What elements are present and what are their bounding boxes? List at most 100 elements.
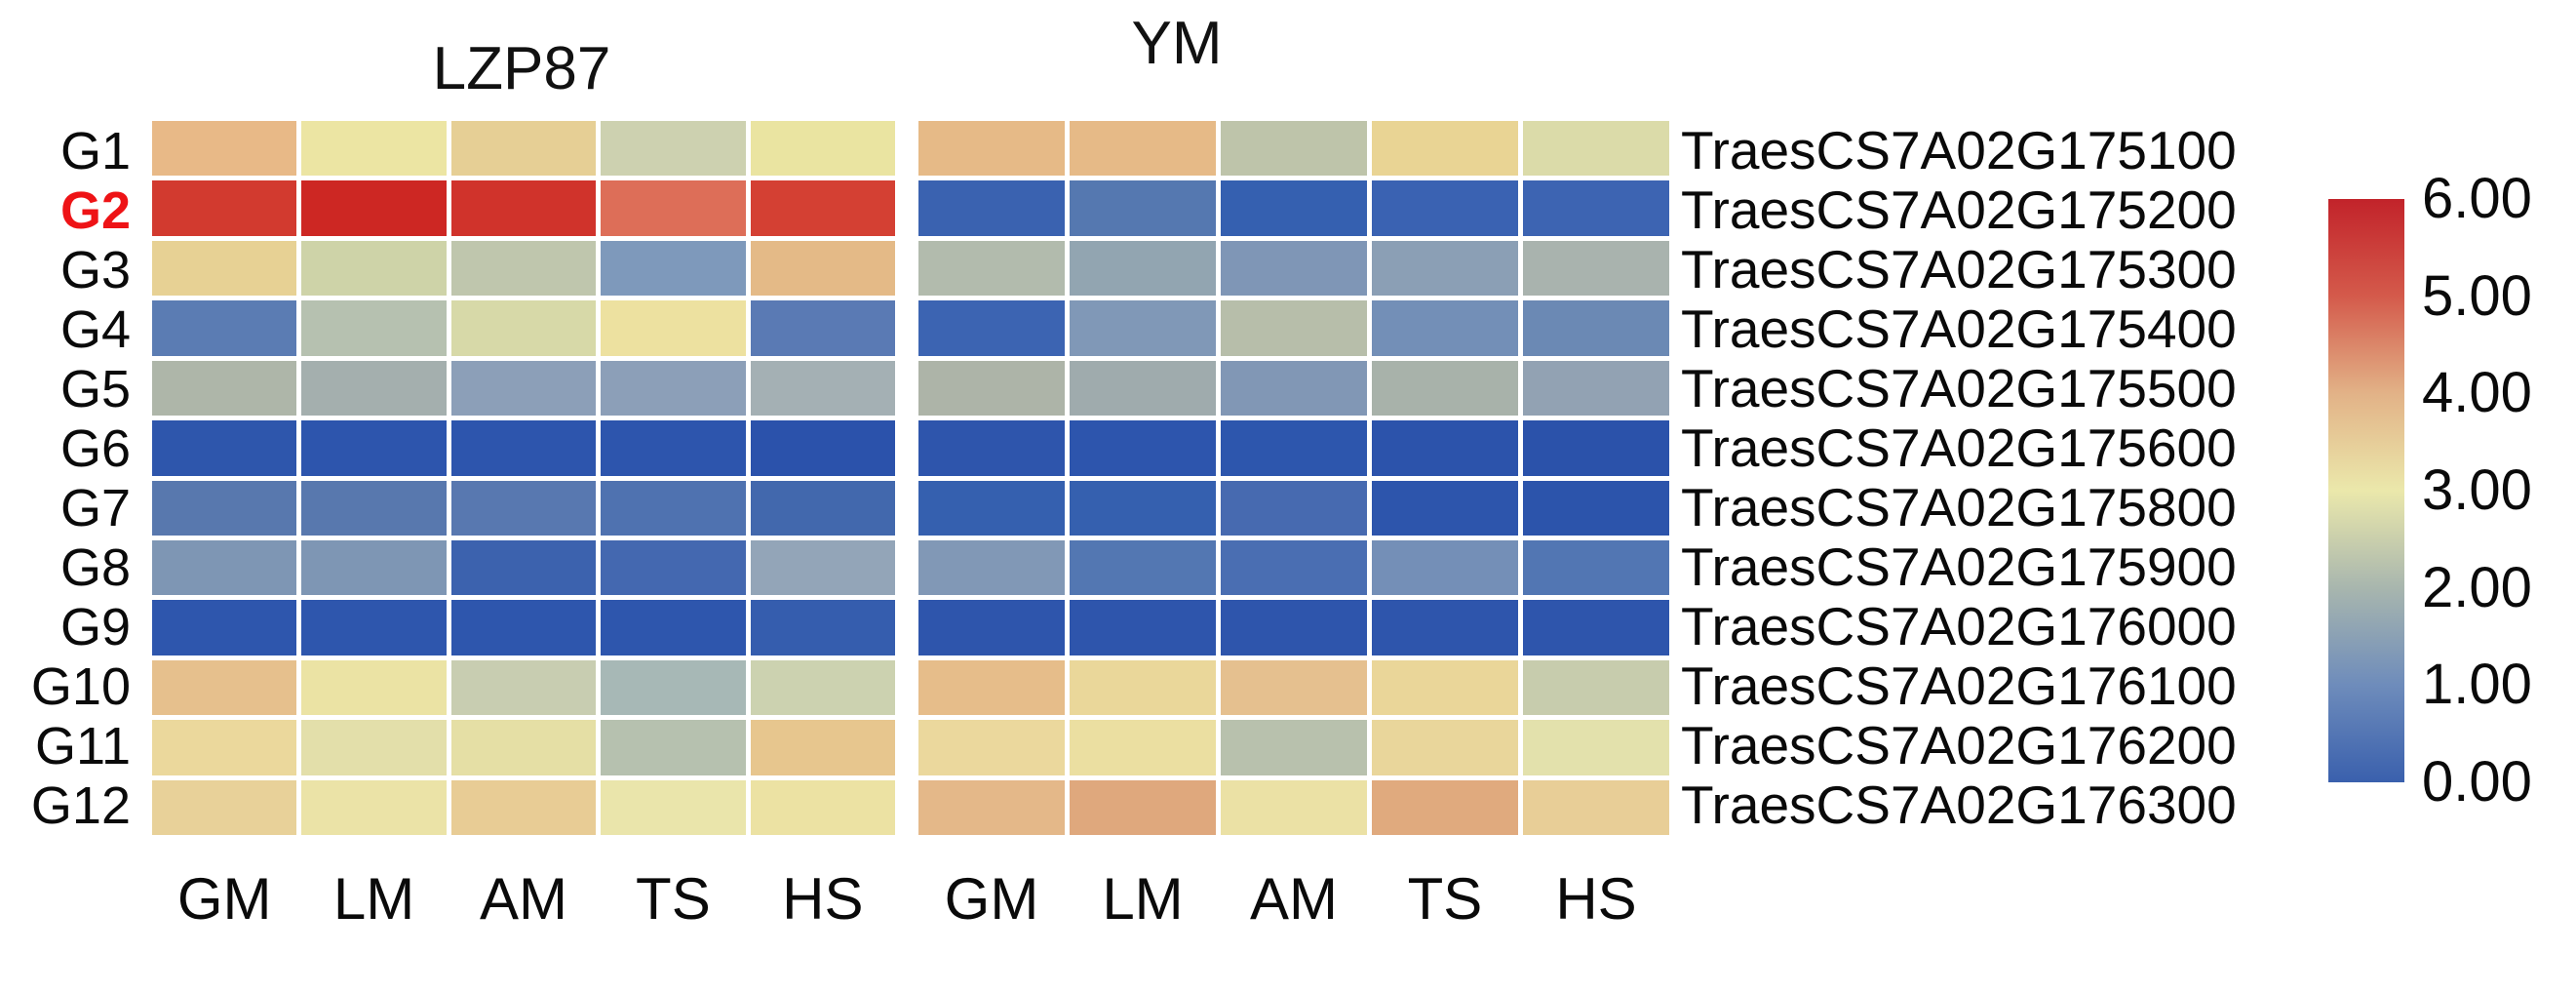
heatmap-cell-ym-g11-hs [1523,720,1669,775]
heatmap-cell-ym-g7-am [1221,480,1367,536]
heatmap-cell-ym-g9-hs [1523,600,1669,655]
heatmap-cell-lzp87-g5-lm [301,360,447,417]
heatmap-cell-lzp87-g1-am [450,121,597,177]
heatmap-cell-ym-g4-am [1221,300,1367,356]
colorbar-tick-1.00: 1.00 [2422,653,2532,717]
colorbar-tick-labels: 6.00 5.00 4.00 3.00 2.00 1.00 0.00 [2422,171,2574,811]
row-label-g6: G6 [59,418,131,478]
heatmap-cell-lzp87-g12-ts [601,779,746,835]
heatmap-cell-lzp87-g12-hs [750,779,895,835]
heatmap-cell-lzp87-g9-lm [301,600,447,655]
heatmap-cell-ym-g8-am [1221,539,1367,596]
heatmap-cell-lzp87-g4-hs [750,300,895,356]
heatmap-cell-lzp87-g11-am [450,720,597,775]
heatmap-cell-lzp87-g1-lm [301,121,447,177]
column-labels-ym: GM LM AM TS HS [918,862,1669,936]
colorbar-tick-5.00: 5.00 [2422,263,2532,328]
heatmap-cell-lzp87-g5-hs [750,360,895,417]
column-label-am: AM [1250,866,1338,932]
gene-label-traescs7a02g175100: TraesCS7A02G175100 [1681,120,2237,180]
heatmap-cell-lzp87-g2-hs [750,180,895,236]
heatmap-cell-lzp87-g4-gm [152,300,297,356]
heatmap-cell-lzp87-g11-hs [750,720,895,775]
heatmap-cell-ym-g3-gm [918,240,1065,297]
gene-labels: TraesCS7A02G175100 TraesCS7A02G175200 Trae… [1681,121,2344,835]
heatmap-cell-lzp87-g9-gm [152,600,297,655]
heatmap-cell-ym-g6-gm [918,420,1065,476]
heatmap-cell-lzp87-g7-gm [152,480,297,536]
heatmap-cell-ym-g11-gm [918,720,1065,775]
column-label-lm: LM [1102,866,1184,932]
gene-label-traescs7a02g175300: TraesCS7A02G175300 [1681,239,2237,299]
heatmap-cell-ym-g9-gm [918,600,1065,655]
heatmap-cell-ym-g2-lm [1070,180,1216,236]
heatmap-cell-ym-g2-hs [1523,180,1669,236]
heatmap-cell-lzp87-g10-am [450,659,597,716]
heatmap-cell-lzp87-g8-hs [750,539,895,596]
heatmap-cell-lzp87-g10-hs [750,659,895,716]
heatmap-cell-ym-g1-ts [1372,121,1518,177]
heatmap-cell-lzp87-g10-ts [601,659,746,716]
heatmap-cell-lzp87-g6-gm [152,420,297,476]
row-label-g11: G11 [34,716,131,775]
heatmap-cell-ym-g5-lm [1070,360,1216,417]
column-label-ts: TS [1407,866,1483,932]
heatmap-cell-ym-g4-ts [1372,300,1518,356]
heatmap-cell-lzp87-g1-gm [152,121,297,177]
heatmap-cell-lzp87-g2-am [450,180,597,236]
heatmap-cell-ym-g12-hs [1523,779,1669,835]
gene-label-traescs7a02g176300: TraesCS7A02G176300 [1681,775,2237,835]
heatmap-cell-ym-g6-hs [1523,420,1669,476]
row-label-g3: G3 [59,240,131,299]
heatmap-cell-lzp87-g7-hs [750,480,895,536]
heatmap-cell-ym-g6-am [1221,420,1367,476]
heatmap-grid-ym [918,121,1669,835]
heatmap-cell-ym-g2-gm [918,180,1065,236]
heatmap-cell-lzp87-g7-ts [601,480,746,536]
heatmap-cell-ym-g12-gm [918,779,1065,835]
gene-label-traescs7a02g175800: TraesCS7A02G175800 [1681,477,2237,537]
heatmap-cell-ym-g10-lm [1070,659,1216,716]
heatmap-cell-ym-g10-gm [918,659,1065,716]
heatmap-cell-ym-g3-lm [1070,240,1216,297]
column-label-ts: TS [636,866,711,932]
gene-label-traescs7a02g176100: TraesCS7A02G176100 [1681,655,2237,716]
heatmap-cell-lzp87-g10-lm [301,659,447,716]
heatmap-cell-ym-g9-ts [1372,600,1518,655]
heatmap-cell-ym-g3-hs [1523,240,1669,297]
heatmap-cell-lzp87-g6-am [450,420,597,476]
column-label-gm: GM [944,866,1039,932]
heatmap-cell-ym-g1-am [1221,121,1367,177]
heatmap-cell-lzp87-g7-lm [301,480,447,536]
heatmap-cell-ym-g1-lm [1070,121,1216,177]
heatmap-cell-lzp87-g8-ts [601,539,746,596]
heatmap-cell-lzp87-g2-lm [301,180,447,236]
row-labels: G1 G2 G3 G4 G5 G6 G7 G8 G9 G10 G11 G12 [0,121,138,835]
column-label-hs: HS [1555,866,1637,932]
column-label-gm: GM [176,866,272,932]
heatmap-cell-ym-g1-hs [1523,121,1669,177]
heatmap-cell-lzp87-g10-gm [152,659,297,716]
heatmap-cell-ym-g1-gm [918,121,1065,177]
heatmap-cell-lzp87-g11-ts [601,720,746,775]
row-label-g12: G12 [30,775,131,835]
gene-label-traescs7a02g175500: TraesCS7A02G175500 [1681,358,2237,418]
heatmap-cell-ym-g2-ts [1372,180,1518,236]
heatmap-cell-lzp87-g1-hs [750,121,895,177]
heatmap-cell-lzp87-g4-lm [301,300,447,356]
column-labels-lzp87: GM LM AM TS HS [152,862,895,936]
heatmap-cell-lzp87-g1-ts [601,121,746,177]
heatmap-cell-lzp87-g2-gm [152,180,297,236]
heatmap-cell-ym-g4-gm [918,300,1065,356]
heatmap-cell-lzp87-g3-am [450,240,597,297]
heatmap-cell-lzp87-g12-gm [152,779,297,835]
gene-label-traescs7a02g175200: TraesCS7A02G175200 [1681,179,2237,240]
row-label-g8: G8 [59,537,131,597]
heatmap-cell-ym-g7-gm [918,480,1065,536]
row-label-g2: G2 [59,180,131,240]
column-label-hs: HS [782,866,864,932]
heatmap-cell-lzp87-g8-gm [152,539,297,596]
column-label-am: AM [479,866,567,932]
heatmap-cell-ym-g12-ts [1372,779,1518,835]
